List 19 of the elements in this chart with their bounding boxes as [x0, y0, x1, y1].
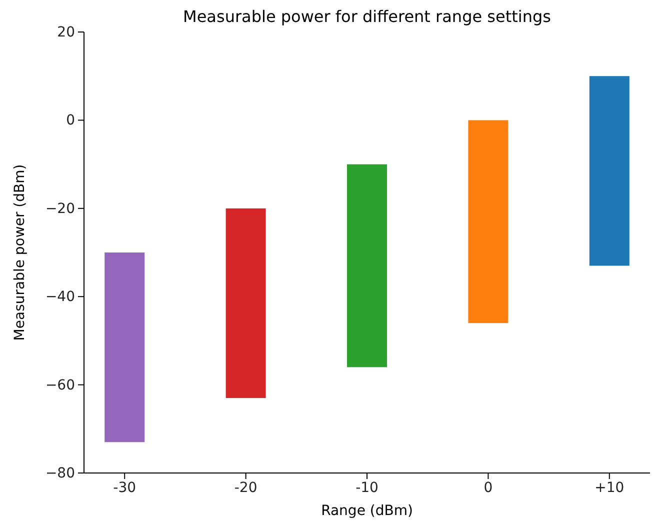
- chart-title: Measurable power for different range settings: [183, 7, 551, 26]
- x-tick-label: +10: [594, 480, 624, 496]
- y-axis-title: Measurable power (dBm): [12, 164, 28, 341]
- x-axis-title: Range (dBm): [321, 503, 413, 519]
- y-tick-label: −20: [45, 200, 75, 217]
- y-tick-label: 20: [57, 24, 75, 40]
- bar: [226, 208, 266, 398]
- y-tick-label: −80: [45, 465, 75, 482]
- bar: [104, 252, 145, 442]
- y-tick-label: 0: [66, 112, 75, 129]
- x-tick-label: -30: [113, 480, 136, 496]
- bar: [468, 120, 508, 324]
- x-tick-label: -10: [356, 480, 378, 496]
- y-tick-label: −60: [45, 377, 75, 394]
- bar: [347, 164, 387, 368]
- y-tick-label: −40: [45, 289, 75, 306]
- x-tick-label: -20: [234, 480, 258, 496]
- bar: [589, 76, 630, 266]
- x-tick-label: 0: [484, 480, 493, 496]
